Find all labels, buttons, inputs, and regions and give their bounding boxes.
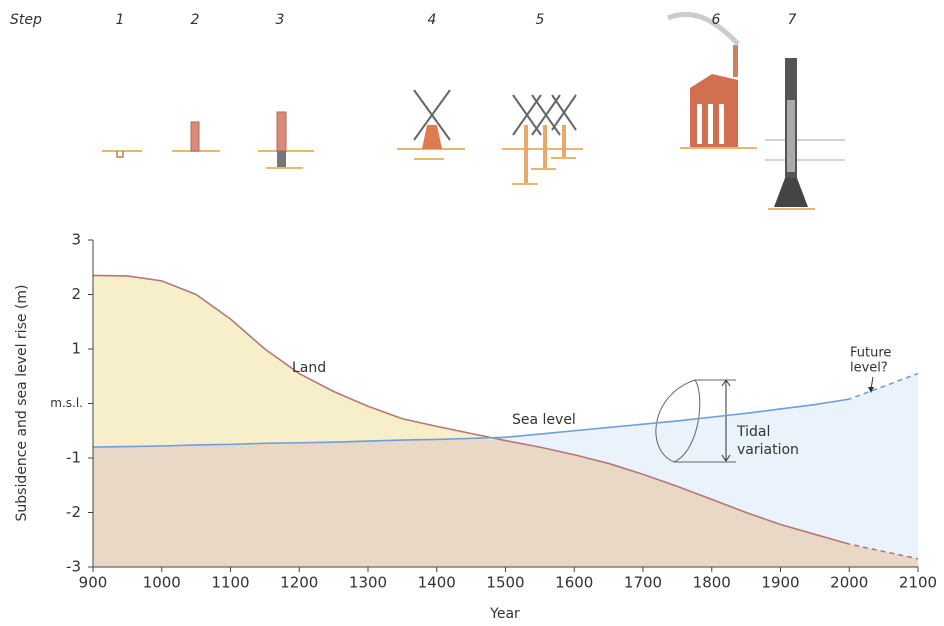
chart: Year Subsidence and sea level rise (m) S… — [0, 0, 944, 626]
future-annotation: Future — [850, 346, 891, 361]
x-axis-title: Year — [489, 606, 520, 622]
x-tick-label: 1700 — [624, 574, 662, 592]
y-tick-label: -2 — [66, 503, 81, 521]
x-tick-label: 1900 — [761, 574, 799, 592]
step-illustrations — [102, 14, 845, 209]
x-tick-label: 1400 — [418, 574, 456, 592]
x-tick-label: 2000 — [830, 574, 868, 592]
future-annotation: level? — [850, 361, 888, 376]
step-number: 2 — [191, 12, 200, 28]
x-tick-label: 1500 — [486, 574, 524, 592]
tidal-annotation: variation — [737, 442, 799, 458]
y-tick-label: 3 — [71, 231, 81, 249]
step-label: Step — [10, 12, 42, 28]
x-tick-label: 2100 — [899, 574, 937, 592]
step-number: 5 — [536, 12, 545, 28]
y-axis-title: Subsidence and sea level rise (m) — [14, 285, 30, 522]
step-number: 1 — [116, 12, 125, 28]
y-tick-label: -1 — [66, 449, 81, 467]
tidal-annotation: Tidal — [736, 424, 770, 440]
step-number: 6 — [712, 12, 721, 28]
x-tick-label: 1300 — [349, 574, 387, 592]
x-tick-label: 1200 — [280, 574, 318, 592]
series-label: Sea level — [512, 412, 576, 428]
x-tick-label: 900 — [79, 574, 108, 592]
x-tick-label: 1100 — [211, 574, 249, 592]
step-number: 4 — [428, 12, 437, 28]
y-tick-label: 2 — [71, 285, 81, 303]
y-tick-label: 1 — [71, 340, 81, 358]
x-tick-label: 1800 — [693, 574, 731, 592]
x-tick-label: 1600 — [555, 574, 593, 592]
x-tick-label: 1000 — [143, 574, 181, 592]
series-label: Land — [292, 360, 326, 376]
step-number: 3 — [276, 12, 285, 28]
step-number: 7 — [788, 12, 797, 28]
y-tick-label: m.s.l. — [50, 396, 83, 410]
